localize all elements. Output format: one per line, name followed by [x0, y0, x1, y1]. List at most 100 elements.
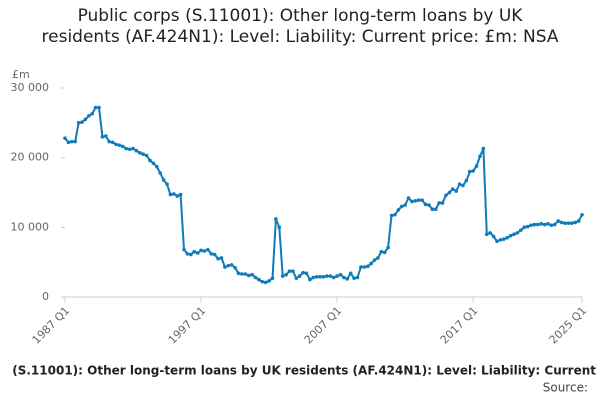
point [518, 228, 523, 232]
point [87, 114, 91, 118]
point [512, 232, 516, 237]
point [549, 223, 554, 228]
point [308, 277, 312, 282]
point [352, 276, 356, 280]
point [345, 277, 350, 281]
point [403, 203, 407, 207]
point [406, 196, 411, 200]
point [178, 192, 183, 197]
point [311, 275, 316, 280]
point [70, 139, 74, 144]
point [161, 178, 166, 182]
point [277, 225, 282, 230]
point [444, 193, 448, 198]
point [410, 199, 414, 204]
point [155, 164, 159, 169]
point [535, 222, 540, 227]
point [423, 202, 428, 207]
point [246, 273, 251, 278]
point [83, 117, 88, 122]
point [382, 250, 387, 255]
point [233, 265, 237, 270]
point [304, 271, 309, 276]
point [399, 204, 404, 209]
point [467, 169, 472, 174]
point [563, 221, 567, 225]
point [389, 213, 394, 218]
point [542, 222, 547, 227]
point [342, 275, 346, 280]
point [362, 265, 367, 269]
point [328, 274, 333, 278]
point [420, 198, 424, 202]
point [168, 192, 173, 197]
point [532, 222, 537, 227]
point [505, 235, 509, 240]
point [287, 269, 292, 274]
source: Source: [543, 381, 588, 395]
point [294, 276, 299, 280]
point [515, 231, 520, 235]
chart-title: Public corps (S.11001): Other long-term … [41, 6, 559, 47]
x-tick-label: 1987 Q1 [30, 304, 73, 347]
point [430, 207, 435, 212]
point [454, 189, 458, 193]
x-tick-label: 2025 Q1 [547, 304, 590, 347]
point [131, 146, 135, 151]
x-tick-label: 2017 Q1 [438, 304, 481, 347]
point [80, 120, 84, 124]
point [73, 139, 78, 144]
point [297, 274, 302, 278]
point [97, 105, 101, 110]
x-tick-label: 2007 Q1 [302, 304, 345, 347]
y-unit: £m [12, 68, 30, 81]
point [257, 277, 261, 282]
point [529, 223, 533, 228]
point [104, 134, 108, 138]
point [226, 263, 231, 268]
point [240, 272, 244, 276]
point [522, 225, 526, 230]
footer: (S.11001): Other long-term loans by UK r… [12, 364, 596, 378]
point [413, 199, 418, 203]
point [359, 265, 363, 269]
point [209, 252, 214, 256]
point [243, 272, 248, 276]
point [151, 161, 156, 166]
point [369, 261, 373, 266]
point [498, 238, 503, 242]
point [175, 194, 180, 198]
point [107, 139, 112, 144]
point [539, 222, 543, 226]
point [355, 275, 360, 280]
point [134, 148, 139, 153]
point [236, 271, 241, 276]
y-tick-label: 30 000 [11, 81, 50, 94]
point [325, 274, 329, 278]
point [488, 231, 492, 235]
x-tick-label: 1997 Q1 [166, 304, 209, 347]
point [90, 111, 95, 116]
point [338, 272, 343, 277]
point [284, 272, 288, 277]
point [206, 247, 210, 252]
point [280, 274, 285, 278]
point [471, 169, 475, 173]
point [318, 274, 322, 279]
point [464, 178, 469, 183]
point [148, 158, 152, 163]
point [335, 274, 339, 278]
point [440, 201, 445, 205]
point [267, 279, 271, 283]
point [552, 222, 557, 227]
point [566, 221, 571, 225]
point [376, 256, 380, 260]
point [138, 150, 142, 155]
point [144, 153, 149, 158]
point [559, 220, 564, 225]
point [546, 222, 550, 226]
point [263, 280, 268, 285]
point [76, 121, 81, 125]
